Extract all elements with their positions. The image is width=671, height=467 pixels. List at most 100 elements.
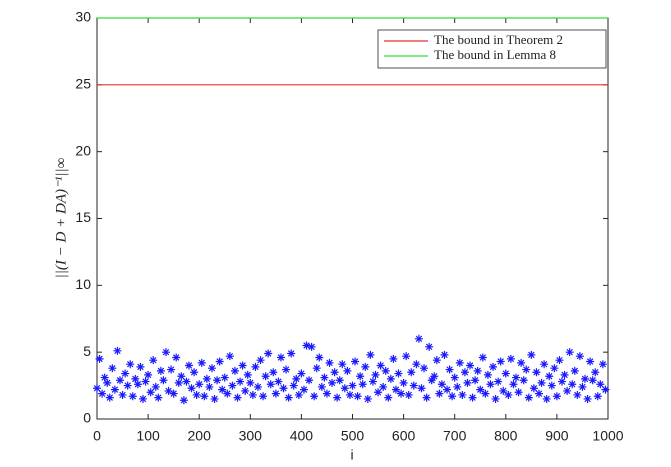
point <box>432 356 441 365</box>
point <box>207 364 216 373</box>
point <box>596 380 605 389</box>
point <box>335 376 344 385</box>
point <box>563 386 572 395</box>
point <box>292 374 301 383</box>
point <box>161 348 170 357</box>
point <box>192 390 201 399</box>
point <box>578 382 587 391</box>
point <box>483 370 492 379</box>
point <box>499 386 508 395</box>
point <box>133 380 142 389</box>
x-tick-label: 0 <box>93 428 101 444</box>
point <box>473 366 482 375</box>
x-tick-label: 100 <box>136 428 160 444</box>
point <box>368 377 377 386</box>
point <box>568 380 577 389</box>
point <box>299 385 308 394</box>
point <box>215 357 224 366</box>
point <box>266 380 275 389</box>
point <box>512 373 521 382</box>
x-tick-label: 1000 <box>592 428 623 444</box>
point <box>425 342 434 351</box>
point <box>504 390 513 399</box>
point <box>279 384 288 393</box>
y-tick-label: 20 <box>75 142 91 158</box>
point <box>325 358 334 367</box>
point <box>389 354 398 363</box>
y-axis-label: ||(I − D + DA)⁻¹||∞ <box>53 157 69 278</box>
point <box>179 396 188 405</box>
point <box>271 389 280 398</box>
point <box>241 386 250 395</box>
point <box>509 380 518 389</box>
point <box>468 393 477 402</box>
point <box>98 389 107 398</box>
point <box>529 384 538 393</box>
point <box>427 376 436 385</box>
point <box>340 384 349 393</box>
point <box>149 356 158 365</box>
point <box>144 370 153 379</box>
point <box>399 378 408 387</box>
point <box>381 366 390 375</box>
point <box>361 362 370 371</box>
point <box>435 389 444 398</box>
point <box>404 390 413 399</box>
point <box>305 376 314 385</box>
point <box>108 364 117 373</box>
point <box>514 388 523 397</box>
point <box>256 356 265 365</box>
point <box>494 377 503 386</box>
point <box>476 385 485 394</box>
point <box>289 381 298 390</box>
point <box>356 372 365 381</box>
point <box>282 365 291 374</box>
point <box>545 372 554 381</box>
point <box>598 360 607 369</box>
point <box>310 392 319 401</box>
point <box>223 389 232 398</box>
point <box>93 384 101 393</box>
point <box>197 358 206 367</box>
point <box>550 364 559 373</box>
point <box>519 376 528 385</box>
point <box>486 380 495 389</box>
point <box>118 390 127 399</box>
point <box>138 394 147 403</box>
point <box>437 380 446 389</box>
point <box>159 376 168 385</box>
point <box>491 394 500 403</box>
x-axis-label: i <box>350 447 353 463</box>
point <box>95 354 104 363</box>
x-tick-label: 300 <box>239 428 263 444</box>
point <box>328 378 337 387</box>
point <box>524 393 533 402</box>
point <box>141 377 150 386</box>
point <box>225 352 234 361</box>
x-tick-label: 900 <box>545 428 569 444</box>
point <box>100 373 109 382</box>
point <box>371 370 380 379</box>
point <box>205 382 214 391</box>
point <box>506 354 515 363</box>
legend-box <box>377 29 607 69</box>
y-tick-label: 30 <box>75 9 91 25</box>
point <box>156 366 165 375</box>
point <box>126 360 135 369</box>
point <box>274 377 283 386</box>
point <box>417 384 426 393</box>
point <box>348 381 357 390</box>
x-tick-label: 600 <box>392 428 416 444</box>
point <box>110 385 119 394</box>
point <box>195 380 204 389</box>
point <box>542 394 551 403</box>
point <box>412 360 421 369</box>
point <box>379 382 388 391</box>
point <box>136 362 145 371</box>
point <box>218 385 227 394</box>
point <box>583 394 592 403</box>
point <box>343 366 352 375</box>
point <box>230 366 239 375</box>
point <box>177 372 186 381</box>
